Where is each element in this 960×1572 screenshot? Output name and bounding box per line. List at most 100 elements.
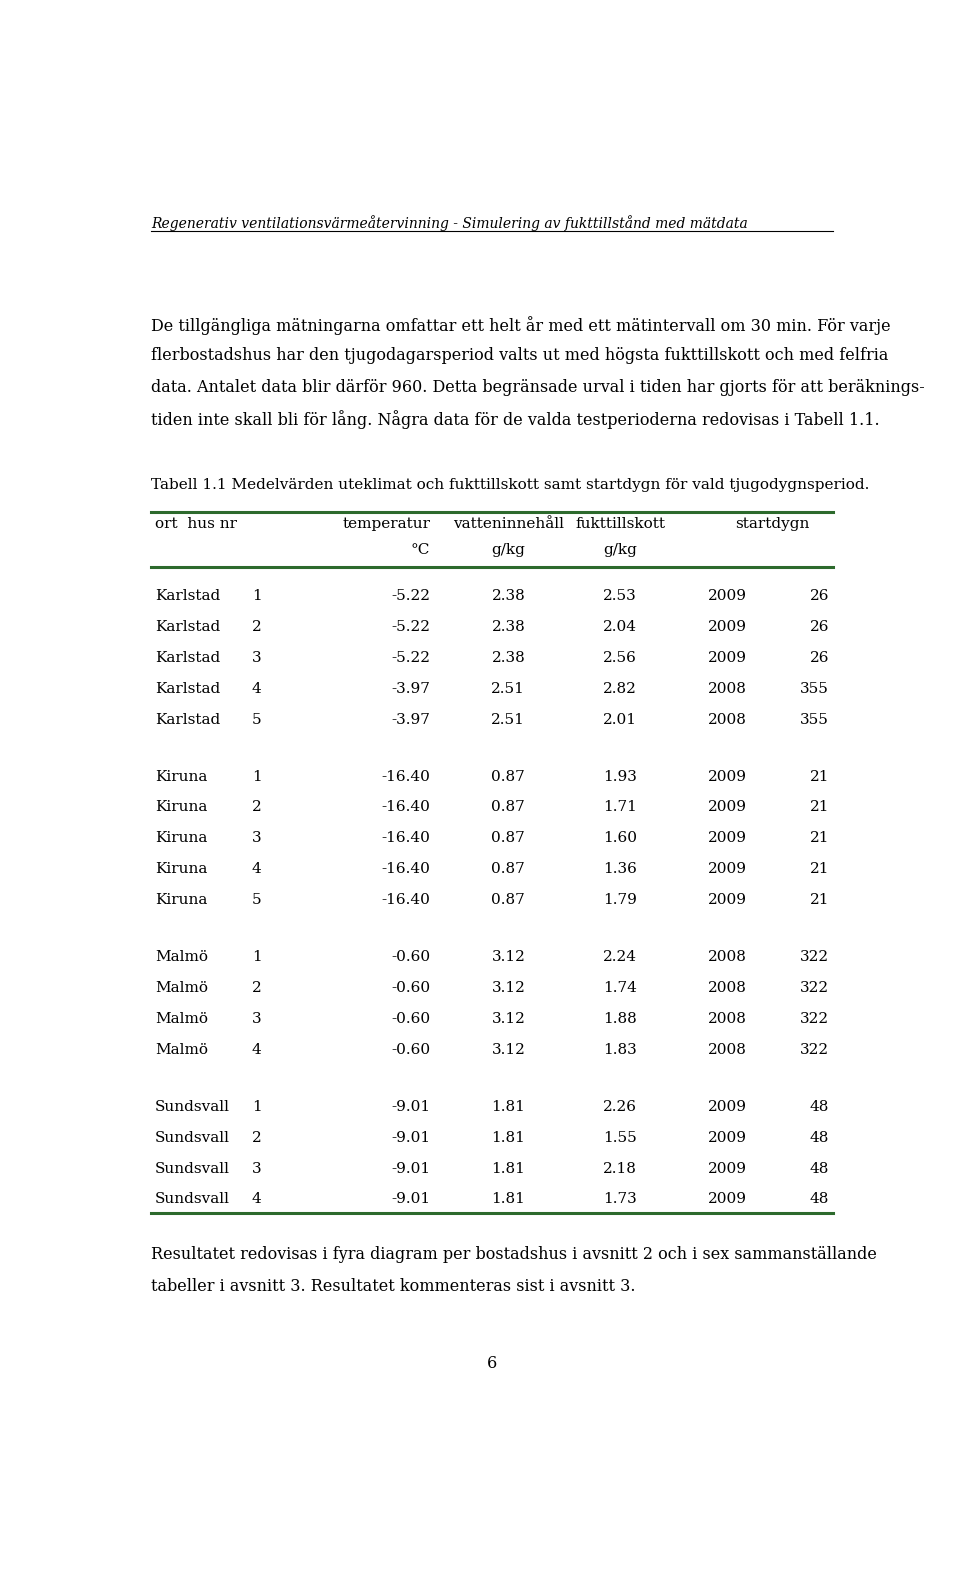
Text: 2.82: 2.82 [603, 682, 636, 696]
Text: Sundsvall: Sundsvall [155, 1193, 230, 1206]
Text: 2: 2 [252, 800, 261, 814]
Text: temperatur: temperatur [343, 517, 430, 531]
Text: 4: 4 [252, 1042, 261, 1056]
Text: 0.87: 0.87 [492, 770, 525, 783]
Text: 21: 21 [809, 770, 829, 783]
Text: Karlstad: Karlstad [155, 682, 220, 696]
Text: Regenerativ ventilationsvärmeåtervinning - Simulering av fukttillstånd med mätda: Regenerativ ventilationsvärmeåtervinning… [152, 215, 748, 231]
Text: g/kg: g/kg [492, 544, 525, 558]
Text: 1.60: 1.60 [603, 832, 637, 846]
Text: 2009: 2009 [708, 1130, 747, 1144]
Text: Karlstad: Karlstad [155, 651, 220, 665]
Text: Kiruna: Kiruna [155, 832, 207, 846]
Text: 2.04: 2.04 [603, 619, 637, 634]
Text: 322: 322 [800, 1042, 829, 1056]
Text: Sundsvall: Sundsvall [155, 1130, 230, 1144]
Text: 1.81: 1.81 [492, 1130, 525, 1144]
Text: startdygn: startdygn [735, 517, 809, 531]
Text: 2009: 2009 [708, 651, 747, 665]
Text: 2.56: 2.56 [603, 651, 636, 665]
Text: -5.22: -5.22 [392, 651, 430, 665]
Text: 1.73: 1.73 [603, 1193, 636, 1206]
Text: Kiruna: Kiruna [155, 893, 207, 907]
Text: 1.88: 1.88 [603, 1012, 636, 1027]
Text: 2009: 2009 [708, 1100, 747, 1115]
Text: Kiruna: Kiruna [155, 861, 207, 876]
Text: Malmö: Malmö [155, 981, 208, 995]
Text: 3: 3 [252, 1162, 261, 1176]
Text: 26: 26 [809, 619, 829, 634]
Text: 1.81: 1.81 [492, 1193, 525, 1206]
Text: 322: 322 [800, 981, 829, 995]
Text: 1.74: 1.74 [603, 981, 636, 995]
Text: 2.51: 2.51 [492, 712, 525, 726]
Text: 2009: 2009 [708, 832, 747, 846]
Text: 2008: 2008 [708, 1012, 747, 1027]
Text: 2009: 2009 [708, 619, 747, 634]
Text: 26: 26 [809, 590, 829, 604]
Text: 1.71: 1.71 [603, 800, 636, 814]
Text: Kiruna: Kiruna [155, 800, 207, 814]
Text: 3: 3 [252, 651, 261, 665]
Text: fukttillskott: fukttillskott [575, 517, 665, 531]
Text: -3.97: -3.97 [392, 682, 430, 696]
Text: 6: 6 [487, 1355, 497, 1372]
Text: 0.87: 0.87 [492, 861, 525, 876]
Text: -9.01: -9.01 [391, 1100, 430, 1115]
Text: °C: °C [411, 544, 430, 558]
Text: Tabell 1.1 Medelvärden uteklimat och fukttillskott samt startdygn för vald tjugo: Tabell 1.1 Medelvärden uteklimat och fuk… [152, 478, 870, 492]
Text: 4: 4 [252, 1193, 261, 1206]
Text: 1.36: 1.36 [603, 861, 636, 876]
Text: 2.53: 2.53 [603, 590, 636, 604]
Text: 2009: 2009 [708, 800, 747, 814]
Text: 2008: 2008 [708, 712, 747, 726]
Text: -9.01: -9.01 [391, 1162, 430, 1176]
Text: -16.40: -16.40 [381, 832, 430, 846]
Text: 2.01: 2.01 [603, 712, 637, 726]
Text: 48: 48 [809, 1130, 829, 1144]
Text: 322: 322 [800, 1012, 829, 1027]
Text: Kiruna: Kiruna [155, 770, 207, 783]
Text: Karlstad: Karlstad [155, 619, 220, 634]
Text: 21: 21 [809, 861, 829, 876]
Text: 4: 4 [252, 861, 261, 876]
Text: 2: 2 [252, 1130, 261, 1144]
Text: -5.22: -5.22 [392, 619, 430, 634]
Text: -0.60: -0.60 [391, 949, 430, 964]
Text: -16.40: -16.40 [381, 893, 430, 907]
Text: 1.83: 1.83 [603, 1042, 636, 1056]
Text: 21: 21 [809, 893, 829, 907]
Text: 2009: 2009 [708, 1162, 747, 1176]
Text: 2009: 2009 [708, 861, 747, 876]
Text: tabeller i avsnitt 3. Resultatet kommenteras sist i avsnitt 3.: tabeller i avsnitt 3. Resultatet komment… [152, 1278, 636, 1295]
Text: 4: 4 [252, 682, 261, 696]
Text: 2008: 2008 [708, 1042, 747, 1056]
Text: -5.22: -5.22 [392, 590, 430, 604]
Text: 2.26: 2.26 [603, 1100, 637, 1115]
Text: 26: 26 [809, 651, 829, 665]
Text: 21: 21 [809, 800, 829, 814]
Text: 1: 1 [252, 770, 261, 783]
Text: 3.12: 3.12 [492, 949, 525, 964]
Text: -16.40: -16.40 [381, 800, 430, 814]
Text: 5: 5 [252, 893, 261, 907]
Text: 2: 2 [252, 619, 261, 634]
Text: -0.60: -0.60 [391, 1012, 430, 1027]
Text: 2008: 2008 [708, 981, 747, 995]
Text: 0.87: 0.87 [492, 800, 525, 814]
Text: 0.87: 0.87 [492, 893, 525, 907]
Text: 3: 3 [252, 1012, 261, 1027]
Text: 1: 1 [252, 590, 261, 604]
Text: 3.12: 3.12 [492, 1042, 525, 1056]
Text: -0.60: -0.60 [391, 1042, 430, 1056]
Text: 21: 21 [809, 832, 829, 846]
Text: -3.97: -3.97 [392, 712, 430, 726]
Text: 1.81: 1.81 [492, 1162, 525, 1176]
Text: data. Antalet data blir därför 960. Detta begränsade urval i tiden har gjorts fö: data. Antalet data blir därför 960. Dett… [152, 379, 925, 396]
Text: Resultatet redovisas i fyra diagram per bostadshus i avsnitt 2 och i sex sammans: Resultatet redovisas i fyra diagram per … [152, 1247, 877, 1264]
Text: Malmö: Malmö [155, 1042, 208, 1056]
Text: 2008: 2008 [708, 949, 747, 964]
Text: 2009: 2009 [708, 770, 747, 783]
Text: 2.24: 2.24 [603, 949, 637, 964]
Text: 48: 48 [809, 1162, 829, 1176]
